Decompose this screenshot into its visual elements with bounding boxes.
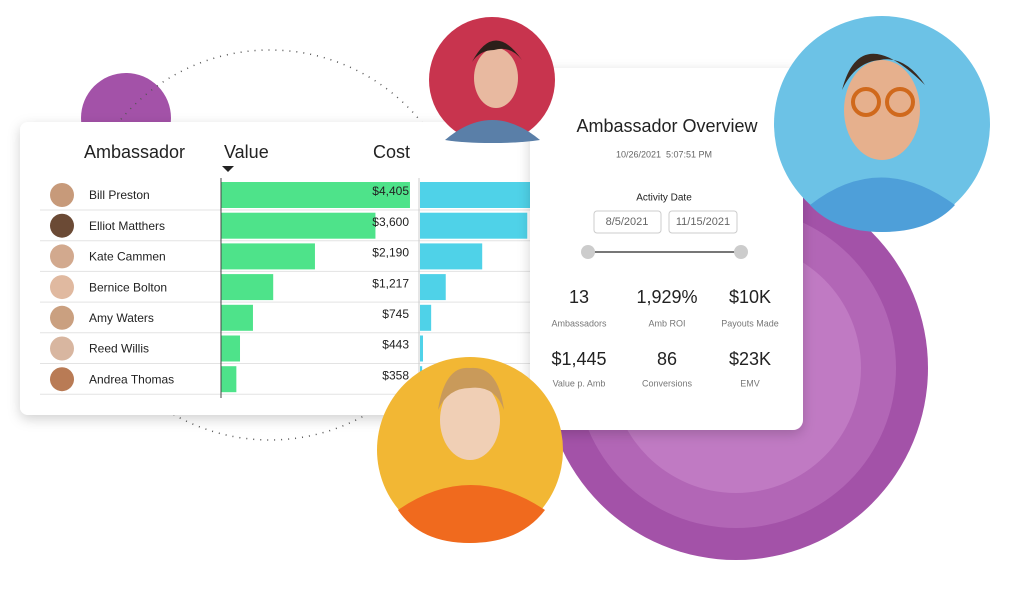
- cost-bar: [420, 243, 483, 270]
- value-label: $443: [382, 338, 409, 352]
- value-bar: [221, 335, 241, 362]
- avatar: [50, 213, 74, 238]
- sort-icon[interactable]: [222, 166, 234, 172]
- value-label: $4,405: [372, 184, 409, 198]
- value-bar: [221, 212, 376, 239]
- avatar: [50, 244, 74, 269]
- kpi-label: EMV: [740, 378, 760, 388]
- kpis: 13 Ambassadors 1,929% Amb ROI $10K Payouts Ma…: [551, 287, 778, 389]
- avatar: [50, 183, 74, 207]
- date-to: 11/15/2021: [676, 216, 730, 228]
- cost-bar: [420, 182, 530, 208]
- overview-card: Ambassador Overview 10/26/2021 5:07:51 P…: [530, 68, 803, 430]
- date-input[interactable]: [593, 210, 662, 234]
- value-bar: [221, 304, 253, 331]
- slider-handle[interactable]: [581, 245, 595, 259]
- title: Ambassador Overview: [576, 116, 758, 136]
- value-label: $2,190: [372, 246, 409, 260]
- avatar: [50, 305, 74, 330]
- kpi-value: $10K: [729, 287, 771, 307]
- kpi-value: 1,929%: [636, 287, 697, 307]
- kpi-label: Ambassadors: [551, 318, 607, 328]
- header: Ambassador: [84, 142, 185, 162]
- value-label: $358: [382, 368, 409, 382]
- value-bar: [221, 182, 410, 208]
- table-card: Ambassador Value Cost Bill Preston $4,405…: [20, 122, 530, 415]
- timestamp: 10/26/2021 5:07:51 PM: [616, 149, 712, 159]
- kpi-label: Value p. Amb: [553, 378, 606, 388]
- avatar: [50, 336, 74, 361]
- name: Kate Cammen: [89, 250, 166, 264]
- value-bar: [221, 274, 274, 301]
- value-bar: [221, 366, 237, 393]
- value-label: $1,217: [372, 276, 409, 290]
- date-from: 8/5/2021: [606, 216, 649, 228]
- name: Andrea Thomas: [89, 372, 174, 386]
- cost-bar: [420, 274, 446, 301]
- name: Reed Willis: [89, 342, 149, 356]
- cost-bar: [420, 304, 432, 331]
- kpi-value: $23K: [729, 349, 771, 369]
- avatar: [50, 367, 74, 392]
- avatar: [50, 275, 74, 300]
- name: Bill Preston: [89, 188, 150, 202]
- kpi-value: 86: [657, 349, 677, 369]
- cost-bar: [420, 212, 528, 239]
- kpi-value: $1,445: [551, 349, 606, 369]
- header: Cost: [373, 142, 410, 162]
- value-label: $3,600: [372, 215, 409, 229]
- date-input[interactable]: [668, 210, 738, 234]
- kpi-value: 13: [569, 287, 589, 307]
- photo: [774, 16, 990, 232]
- photo: [429, 17, 555, 143]
- kpi-label: Conversions: [642, 378, 693, 388]
- kpi-label: Payouts Made: [721, 318, 779, 328]
- slider-handle[interactable]: [734, 245, 748, 259]
- cost-bar: [420, 335, 424, 362]
- name: Amy Waters: [89, 311, 154, 325]
- kpi-label: Amb ROI: [648, 318, 685, 328]
- photo: [377, 357, 563, 543]
- name: Elliot Matthers: [89, 219, 165, 233]
- date-label: Activity Date: [636, 193, 692, 204]
- header: Value: [224, 142, 269, 162]
- value-bar: [221, 243, 315, 270]
- value-label: $745: [382, 307, 409, 321]
- name: Bernice Bolton: [89, 280, 167, 294]
- rows: Bill Preston $4,405 Elliot Matthers $3,600 K…: [40, 182, 530, 395]
